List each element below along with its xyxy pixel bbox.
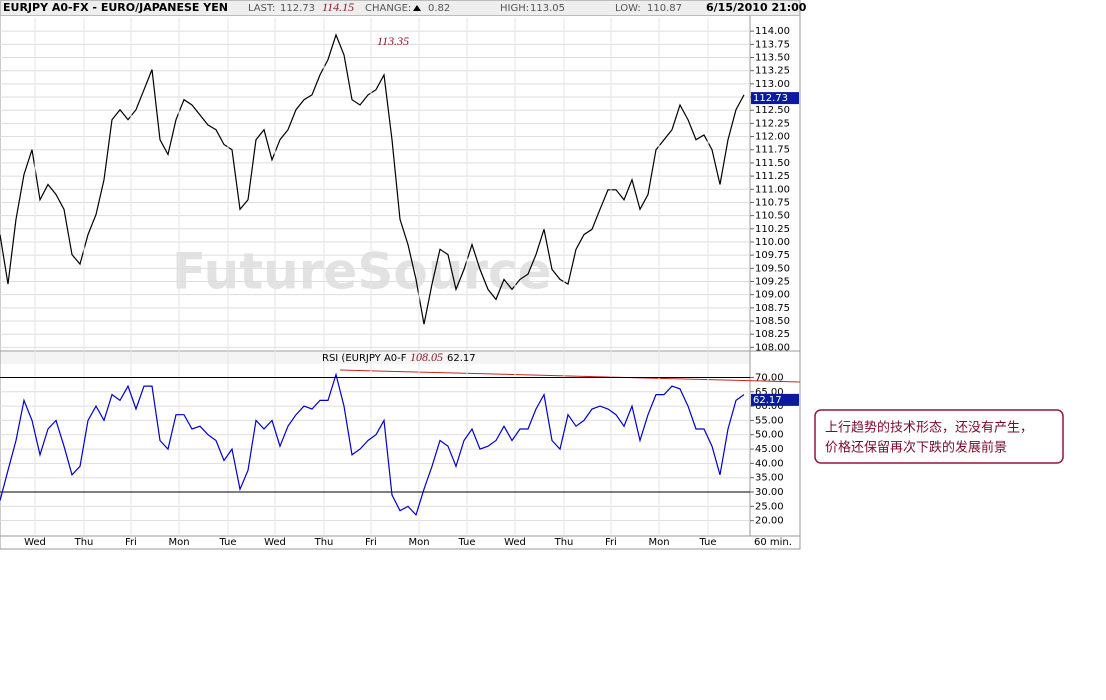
- y-tick-label: 111.25: [755, 171, 790, 182]
- change-value: 0.82: [428, 3, 450, 14]
- y-tick-label: 113.25: [755, 66, 790, 77]
- series-line: [0, 33, 745, 325]
- low-label: LOW:: [615, 3, 641, 14]
- y-tick-label: 110.25: [755, 224, 790, 235]
- x-tick-label: Thu: [314, 537, 334, 548]
- x-tick-label: Fri: [605, 537, 617, 548]
- x-tick-label: Mon: [648, 537, 669, 548]
- y-tick-label: 109.25: [755, 276, 790, 287]
- rsi-title: RSI (EURJPY A0-F: [322, 353, 407, 364]
- header-bar: [0, 0, 800, 16]
- watermark: FutureSource: [172, 243, 552, 301]
- y-tick-label: 113.75: [755, 39, 790, 50]
- x-tick-label: Tue: [698, 537, 716, 548]
- last-label: LAST:: [248, 3, 275, 14]
- symbol-title: EURJPY A0-FX - EURO/JAPANESE YEN: [3, 1, 228, 14]
- y-tick-label: 30.00: [755, 487, 784, 498]
- y-tick-label: 50.00: [755, 430, 784, 441]
- chart-frame: [0, 0, 801, 550]
- high-value: 113.05: [530, 3, 565, 14]
- annotation: 108.05: [410, 350, 443, 364]
- y-tick-label: 109.00: [755, 290, 790, 301]
- x-tick-label: Mon: [408, 537, 429, 548]
- high-label: HIGH:: [500, 3, 529, 14]
- annotation: 113.35: [377, 34, 409, 48]
- y-tick-label: 109.50: [755, 263, 790, 274]
- x-tick-label: Wed: [24, 537, 46, 548]
- y-tick-label: 110.50: [755, 211, 790, 222]
- rsi-header: [0, 352, 750, 364]
- y-tick-label: 109.75: [755, 250, 790, 261]
- y-tick-label: 111.75: [755, 145, 790, 156]
- y-tick-label: 70.00: [755, 372, 784, 383]
- y-tick-label: 112.00: [755, 132, 790, 143]
- y-tick-label: 25.00: [755, 501, 784, 512]
- y-tick-label: 113.50: [755, 53, 790, 64]
- x-tick-label: Fri: [125, 537, 137, 548]
- rsi-last: 62.17: [447, 353, 476, 364]
- note-box: [814, 409, 1064, 464]
- up-arrow: [413, 5, 421, 11]
- y-tick-label: 111.50: [755, 158, 790, 169]
- last-value-tag: [751, 393, 799, 406]
- y-tick-label: 110.00: [755, 237, 790, 248]
- x-tick-label: Thu: [554, 537, 574, 548]
- y-tick-label: 108.50: [755, 316, 790, 327]
- last-value-tag: [751, 92, 799, 105]
- y-tick-label: 45.00: [755, 444, 784, 455]
- x-axis-label: 60 min.: [754, 537, 792, 548]
- y-tick-label: 108.00: [755, 342, 790, 353]
- last-value-tag-label: 112.73: [753, 93, 788, 104]
- y-tick-label: 112.50: [755, 105, 790, 116]
- y-tick-label: 40.00: [755, 458, 784, 469]
- annotation: 114.15: [322, 0, 354, 14]
- x-tick-label: Tue: [218, 537, 236, 548]
- x-tick-label: Fri: [365, 537, 377, 548]
- y-tick-label: 112.25: [755, 118, 790, 129]
- low-value: 110.87: [647, 3, 682, 14]
- y-tick-label: 114.00: [755, 26, 790, 37]
- x-tick-label: Thu: [74, 537, 94, 548]
- note-line: 价格还保留再次下跌的发展前景: [825, 440, 1007, 456]
- rsi-trendline: [339, 369, 801, 383]
- x-tick-label: Wed: [264, 537, 286, 548]
- y-tick-label: 110.75: [755, 197, 790, 208]
- change-label: CHANGE:: [365, 3, 411, 14]
- datetime: 6/15/2010 21:00: [706, 1, 807, 14]
- y-tick-label: 60.00: [755, 401, 784, 412]
- y-tick-label: 65.00: [755, 387, 784, 398]
- y-tick-label: 20.00: [755, 516, 784, 527]
- last-value-tag-label: 62.17: [753, 395, 782, 406]
- y-tick-label: 113.00: [755, 79, 790, 90]
- x-tick-label: Mon: [168, 537, 189, 548]
- x-tick-label: Wed: [504, 537, 526, 548]
- last-value: 112.73: [280, 3, 315, 14]
- y-tick-label: 108.75: [755, 303, 790, 314]
- note-line: 上行趋势的技术形态，还没有产生，: [825, 420, 1033, 436]
- y-tick-label: 111.00: [755, 184, 790, 195]
- y-tick-label: 55.00: [755, 415, 784, 426]
- y-tick-label: 35.00: [755, 473, 784, 484]
- x-tick-label: Tue: [457, 537, 475, 548]
- series-line: [0, 372, 745, 517]
- y-tick-label: 108.25: [755, 329, 790, 340]
